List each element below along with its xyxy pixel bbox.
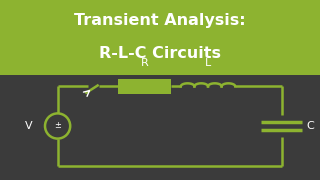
Bar [0,0,320,75]
Text: L: L [205,58,211,68]
Text: V: V [25,121,33,131]
Text: R-L-C Circuits: R-L-C Circuits [99,46,221,61]
Text: ±: ± [54,122,61,130]
Text: C: C [307,121,314,131]
Text: R: R [141,58,149,68]
Text: Transient Analysis:: Transient Analysis: [74,14,246,28]
Bar [118,79,171,94]
